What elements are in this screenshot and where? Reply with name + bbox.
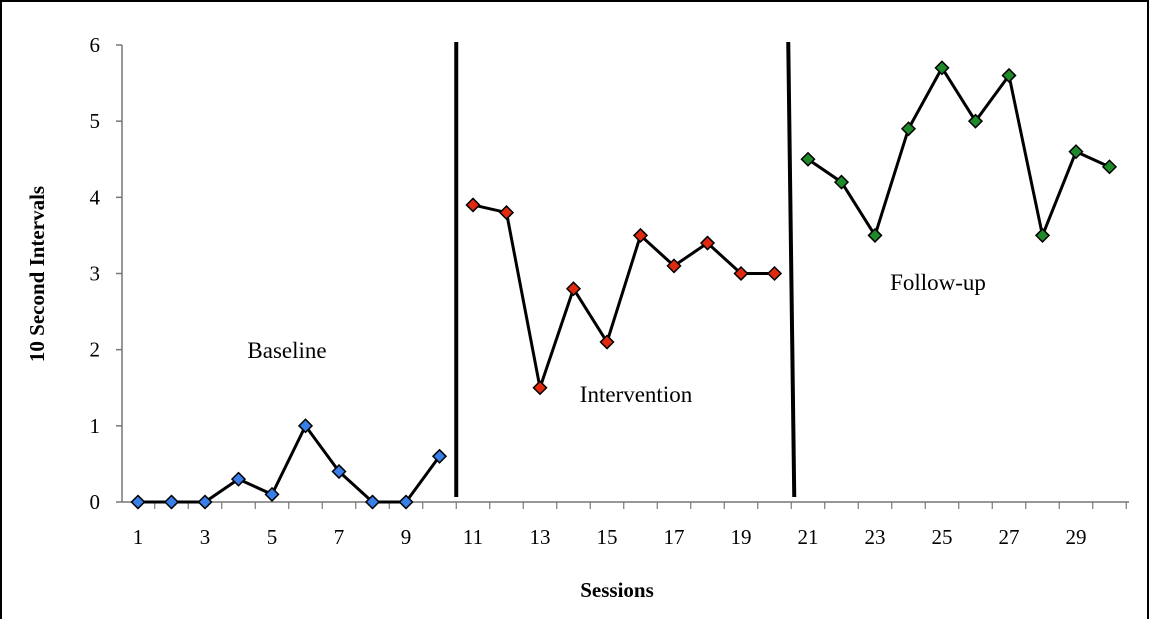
phase-change-lines [454,41,797,498]
x-tick-label: 19 [731,525,752,549]
data-point [431,448,448,464]
data-point [833,174,850,190]
phase-label-baseline: Baseline [247,338,326,363]
data-point [867,227,883,243]
series-follow-up [800,60,1118,243]
y-tick-label: 1 [90,414,101,438]
data-point [967,113,984,129]
series-layer [130,60,1118,510]
series-line [138,422,441,504]
data-point [264,486,280,502]
data-point [331,463,347,480]
data-point [934,60,950,76]
data-point [900,121,917,137]
phase-change-line [786,41,797,498]
y-tick-label: 5 [90,109,101,133]
data-point [197,494,213,510]
x-tick-label: 27 [999,525,1020,549]
x-tick-label: 13 [530,525,551,549]
y-tick-label: 0 [90,490,101,514]
x-tick-label: 9 [401,525,412,549]
data-point [699,235,716,251]
data-point [1034,227,1051,243]
data-point [364,494,381,510]
data-point [632,227,649,243]
x-tick-label: 23 [865,525,886,549]
x-tick-label: 25 [932,525,953,549]
data-point [565,281,582,297]
data-point [1001,67,1017,84]
data-point [465,197,481,213]
phase-label-intervention: Intervention [580,382,693,407]
data-point [498,205,515,221]
series-line [807,64,1111,241]
x-axis-title: Sessions [580,578,654,602]
x-tick-label: 29 [1066,525,1087,549]
data-point [733,265,749,282]
x-tick-label: 7 [334,525,345,549]
x-tick-label: 1 [133,525,144,549]
labels-layer: 10 Second Intervals Sessions Baseline In… [25,186,986,602]
x-tick-label: 11 [463,525,483,549]
x-tick-label: 15 [597,525,618,549]
x-tick-label: 21 [798,525,819,549]
data-point [766,265,783,282]
y-tick-label: 2 [90,338,101,362]
data-point [130,494,146,510]
data-point [163,494,180,510]
series-intervention [465,197,783,396]
data-point [1101,159,1118,175]
series-line [472,203,775,394]
phase-label-follow-up: Follow-up [890,270,986,295]
y-axis-title: 10 Second Intervals [25,186,49,362]
x-tick-label: 5 [267,525,278,549]
data-point [230,471,247,487]
data-point [532,380,548,396]
data-point [599,334,615,350]
x-tick-label: 17 [664,525,685,549]
y-tick-label: 3 [90,262,101,286]
data-point [666,258,682,274]
data-point [398,494,414,510]
series-baseline [130,418,448,510]
x-tick-label: 3 [200,525,211,549]
y-tick-label: 6 [90,33,101,57]
data-point [800,151,816,167]
data-point [297,418,314,434]
data-point [1068,144,1084,160]
y-tick-label: 4 [90,185,101,209]
